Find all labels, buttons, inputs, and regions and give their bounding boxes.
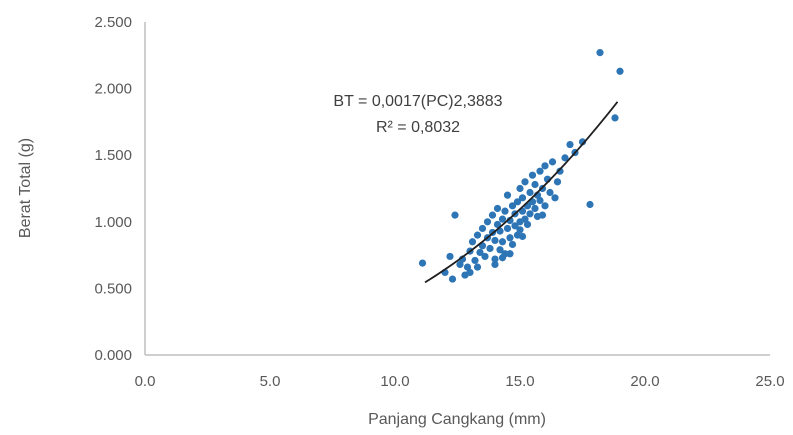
x-tick-label: 25.0: [755, 373, 784, 390]
x-tick-label: 0.0: [135, 373, 156, 390]
data-point: [611, 114, 619, 122]
y-tick-label: 2.500: [94, 14, 132, 31]
data-point: [446, 252, 454, 261]
data-point: [418, 259, 427, 267]
data-point: [523, 220, 532, 229]
data-point: [473, 263, 482, 271]
data-point: [493, 220, 502, 229]
data-points: [418, 49, 624, 283]
data-point: [528, 171, 537, 179]
data-point: [506, 250, 514, 258]
data-point: [451, 211, 459, 219]
x-tick-label: 15.0: [505, 373, 534, 390]
data-point: [506, 234, 514, 242]
data-point: [483, 218, 492, 226]
data-point: [553, 178, 562, 186]
data-point: [478, 224, 487, 233]
data-point: [548, 158, 557, 166]
r-squared-label: R² = 0,8032: [376, 119, 460, 136]
data-point: [541, 162, 549, 170]
data-point: [526, 188, 534, 197]
y-tick-labels: 0.000 0.500 1.000 1.500 2.000 2.500: [94, 14, 132, 364]
data-point: [498, 254, 507, 262]
data-point: [503, 191, 512, 199]
data-point: [461, 271, 469, 279]
data-point: [486, 244, 494, 253]
y-tick-label: 1.000: [94, 214, 132, 231]
data-point: [501, 207, 509, 215]
data-point: [566, 140, 574, 149]
data-point: [516, 226, 524, 234]
data-point: [536, 167, 544, 175]
data-point: [561, 154, 569, 162]
data-point: [538, 211, 547, 219]
data-point: [586, 200, 594, 209]
data-point: [498, 215, 507, 223]
data-point: [536, 196, 544, 205]
data-point: [503, 224, 512, 233]
data-point: [556, 167, 564, 175]
data-point: [448, 275, 457, 283]
data-point: [476, 248, 484, 257]
data-point: [488, 211, 497, 219]
data-point: [541, 202, 549, 210]
data-point: [496, 246, 504, 254]
data-point: [531, 180, 539, 189]
data-point: [531, 204, 539, 213]
y-tick-label: 2.000: [94, 81, 132, 98]
data-point: [491, 236, 499, 245]
x-tick-label: 10.0: [380, 373, 409, 390]
data-point: [471, 256, 479, 265]
y-tick-label: 0.000: [94, 347, 132, 364]
data-point: [616, 67, 624, 75]
data-point: [468, 238, 477, 246]
data-point: [513, 198, 522, 206]
data-point: [551, 194, 559, 202]
data-point: [518, 194, 527, 202]
data-point: [521, 178, 529, 186]
x-tick-label: 5.0: [260, 373, 281, 390]
data-point: [508, 202, 517, 210]
y-tick-label: 1.500: [94, 147, 132, 164]
data-point: [506, 216, 514, 225]
data-point: [511, 222, 519, 230]
x-axis-title: Panjang Cangkang (mm): [368, 411, 546, 428]
y-axis-title: Berat Total (g): [17, 138, 34, 238]
trendline-equation: BT = 0,0017(PC)2,3883: [333, 93, 502, 110]
data-point: [508, 240, 517, 249]
x-tick-label: 20.0: [630, 373, 659, 390]
data-point: [518, 232, 527, 241]
data-point: [596, 49, 604, 57]
y-tick-label: 0.500: [94, 280, 132, 297]
data-point: [491, 255, 499, 263]
data-point: [546, 188, 554, 197]
data-point: [493, 204, 502, 213]
data-point: [481, 252, 489, 261]
data-point: [578, 138, 587, 146]
data-point: [491, 260, 499, 269]
power-trendline: [424, 101, 619, 284]
x-tick-labels: 0.0 5.0 10.0 15.0 20.0 25.0: [135, 373, 785, 390]
data-point: [526, 210, 534, 218]
data-point: [498, 238, 507, 246]
data-point: [516, 184, 524, 193]
data-point: [473, 231, 482, 239]
